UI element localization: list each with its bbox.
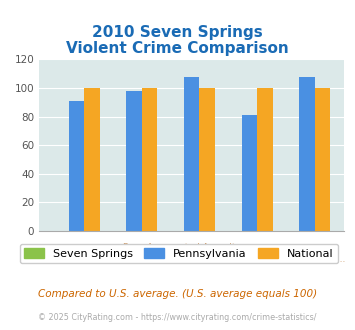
Bar xyxy=(200,88,215,231)
Text: Violent Crime Comparison: Violent Crime Comparison xyxy=(66,41,289,56)
Text: Robbery: Robbery xyxy=(173,255,211,264)
Text: Murder & Mans...: Murder & Mans... xyxy=(268,255,346,264)
Legend: Seven Springs, Pennsylvania, National: Seven Springs, Pennsylvania, National xyxy=(20,244,338,263)
Text: Compared to U.S. average. (U.S. average equals 100): Compared to U.S. average. (U.S. average … xyxy=(38,289,317,299)
Bar xyxy=(315,88,331,231)
Text: 2010 Seven Springs: 2010 Seven Springs xyxy=(92,25,263,40)
Bar xyxy=(184,77,200,231)
Text: © 2025 CityRating.com - https://www.cityrating.com/crime-statistics/: © 2025 CityRating.com - https://www.city… xyxy=(38,313,317,322)
Text: Rape: Rape xyxy=(122,243,146,252)
Bar xyxy=(84,88,100,231)
Bar xyxy=(242,115,257,231)
Bar xyxy=(69,101,84,231)
Text: All Violent Crime: All Violent Crime xyxy=(38,255,114,264)
Bar xyxy=(126,91,142,231)
Bar xyxy=(257,88,273,231)
Text: Aggravated Assault: Aggravated Assault xyxy=(147,243,236,252)
Bar xyxy=(142,88,157,231)
Bar xyxy=(299,77,315,231)
